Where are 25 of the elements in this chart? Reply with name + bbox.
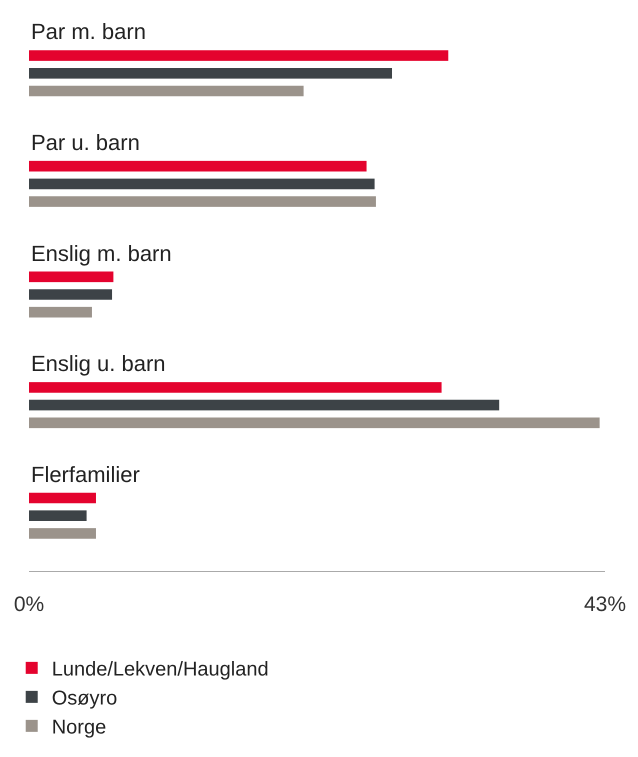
bar <box>29 160 367 172</box>
bar <box>29 492 96 504</box>
bar <box>29 528 96 539</box>
legend-label: Osøyro <box>52 688 118 710</box>
y-tick-label: Enslig m. barn <box>31 241 172 266</box>
x-tick-label: 43% <box>584 593 626 616</box>
bar <box>29 400 500 410</box>
y-tick-label: Par u. barn <box>31 130 140 155</box>
bar <box>29 510 87 522</box>
x-tick-label: 0% <box>14 593 44 616</box>
bar <box>29 50 448 61</box>
bar <box>29 196 376 207</box>
y-tick-label: Enslig u. barn <box>31 351 166 376</box>
bar <box>29 417 600 428</box>
y-tick-label: Flerfamilier <box>31 462 140 487</box>
bar <box>29 289 112 300</box>
bar <box>29 68 392 79</box>
legend-label: Lunde/Lekven/Haugland <box>52 658 269 681</box>
bar <box>29 306 92 318</box>
y-tick-label: Par m. barn <box>31 19 146 44</box>
bar <box>29 178 375 190</box>
bar <box>29 382 442 393</box>
legend-label: Norge <box>52 716 106 739</box>
bar <box>29 272 114 282</box>
bar <box>29 86 304 96</box>
